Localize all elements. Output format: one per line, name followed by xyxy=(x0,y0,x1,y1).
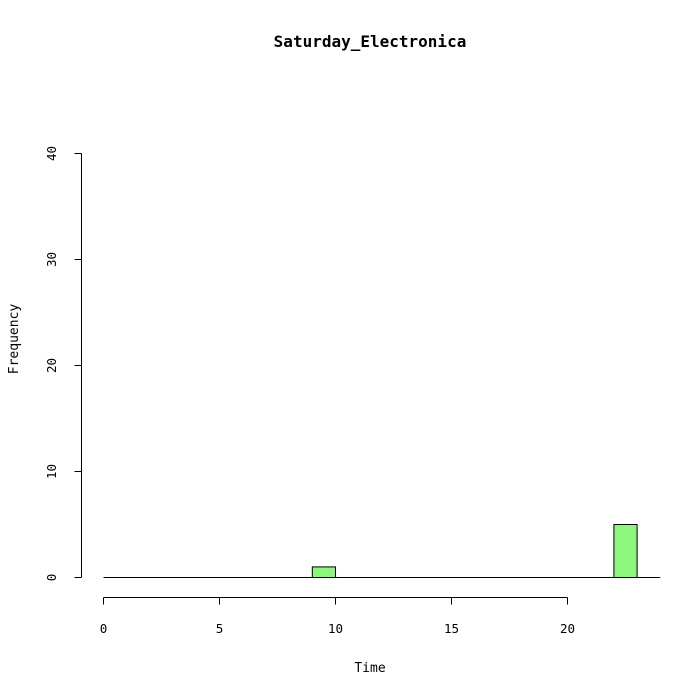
y-tick-label-0: 0 xyxy=(44,574,59,582)
x-axis: 0 5 10 15 20 xyxy=(100,597,575,636)
y-axis-label: Frequency xyxy=(7,304,22,375)
x-tick-label-20: 20 xyxy=(560,621,575,636)
y-tick-label-40: 40 xyxy=(44,146,59,161)
y-tick-label-30: 30 xyxy=(44,252,59,267)
y-tick-label-20: 20 xyxy=(44,358,59,373)
x-tick-label-10: 10 xyxy=(328,621,343,636)
x-tick-label-0: 0 xyxy=(100,621,108,636)
y-tick-label-10: 10 xyxy=(44,464,59,479)
chart-title: Saturday_Electronica xyxy=(274,32,467,51)
bars-group xyxy=(311,524,638,579)
x-tick-label-15: 15 xyxy=(444,621,459,636)
y-axis: 0 10 20 30 40 xyxy=(44,146,82,581)
x-axis-label: Time xyxy=(354,661,385,676)
histogram-bar-22 xyxy=(613,524,638,578)
histogram-bar-9 xyxy=(311,566,336,579)
x-tick-label-5: 5 xyxy=(216,621,224,636)
